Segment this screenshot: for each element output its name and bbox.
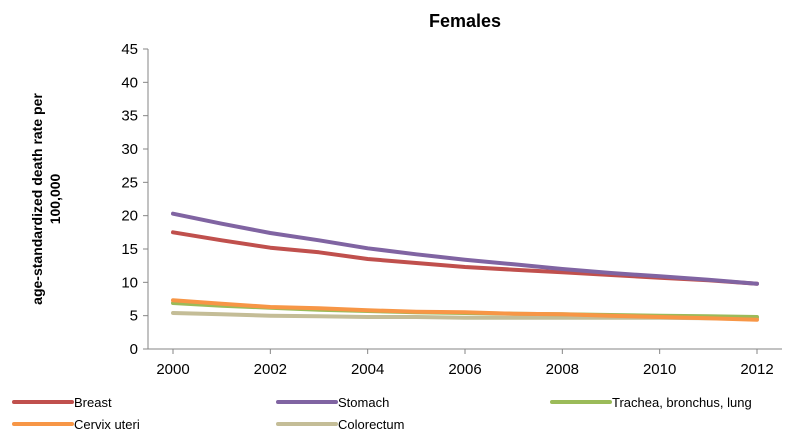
y-tick-label: 20 <box>121 208 138 225</box>
legend-label-colorectum: Colorectum <box>338 417 404 432</box>
legend-label-stomach: Stomach <box>338 395 389 410</box>
y-tick-label: 25 <box>121 174 138 191</box>
x-tick-label: 2004 <box>351 361 384 378</box>
x-tick-label: 2002 <box>254 361 287 378</box>
chart-title: Females <box>429 11 501 31</box>
series-line-stomach <box>171 211 759 286</box>
legend-label-breast: Breast <box>74 395 112 410</box>
x-tick-label: 2008 <box>546 361 579 378</box>
series-line-cervix-uteri <box>171 298 759 322</box>
y-tick-label: 5 <box>130 308 138 325</box>
y-tick-label: 10 <box>121 274 138 291</box>
y-tick-label: 35 <box>121 108 138 125</box>
series-lines <box>171 211 759 322</box>
y-tick-label: 45 <box>121 41 138 58</box>
legend: Breast Stomach Trachea, bronchus, lung Cerv… <box>12 395 752 432</box>
y-axis: 0 5 10 15 20 25 30 35 40 45 <box>121 41 149 358</box>
x-tick-label: 2010 <box>643 361 676 378</box>
legend-label-trachea-bronchus-lung: Trachea, bronchus, lung <box>612 395 752 410</box>
x-tick-label: 2006 <box>448 361 481 378</box>
y-axis-label-line-1: age-standardized death rate per <box>29 93 45 305</box>
y-tick-label: 40 <box>121 74 138 91</box>
legend-label-cervix-uteri: Cervix uteri <box>74 417 140 432</box>
x-tick-label: 2012 <box>740 361 773 378</box>
x-axis: 2000 2002 2004 2006 2008 2010 2012 <box>148 348 782 378</box>
y-axis-label: age-standardized death rate per <box>29 93 45 305</box>
x-tick-label: 2000 <box>156 361 189 378</box>
y-axis-label-line-2: 100,000 <box>47 173 63 224</box>
y-tick-label: 0 <box>130 341 138 358</box>
y-tick-label: 30 <box>121 141 138 158</box>
y-tick-label: 15 <box>121 241 138 258</box>
